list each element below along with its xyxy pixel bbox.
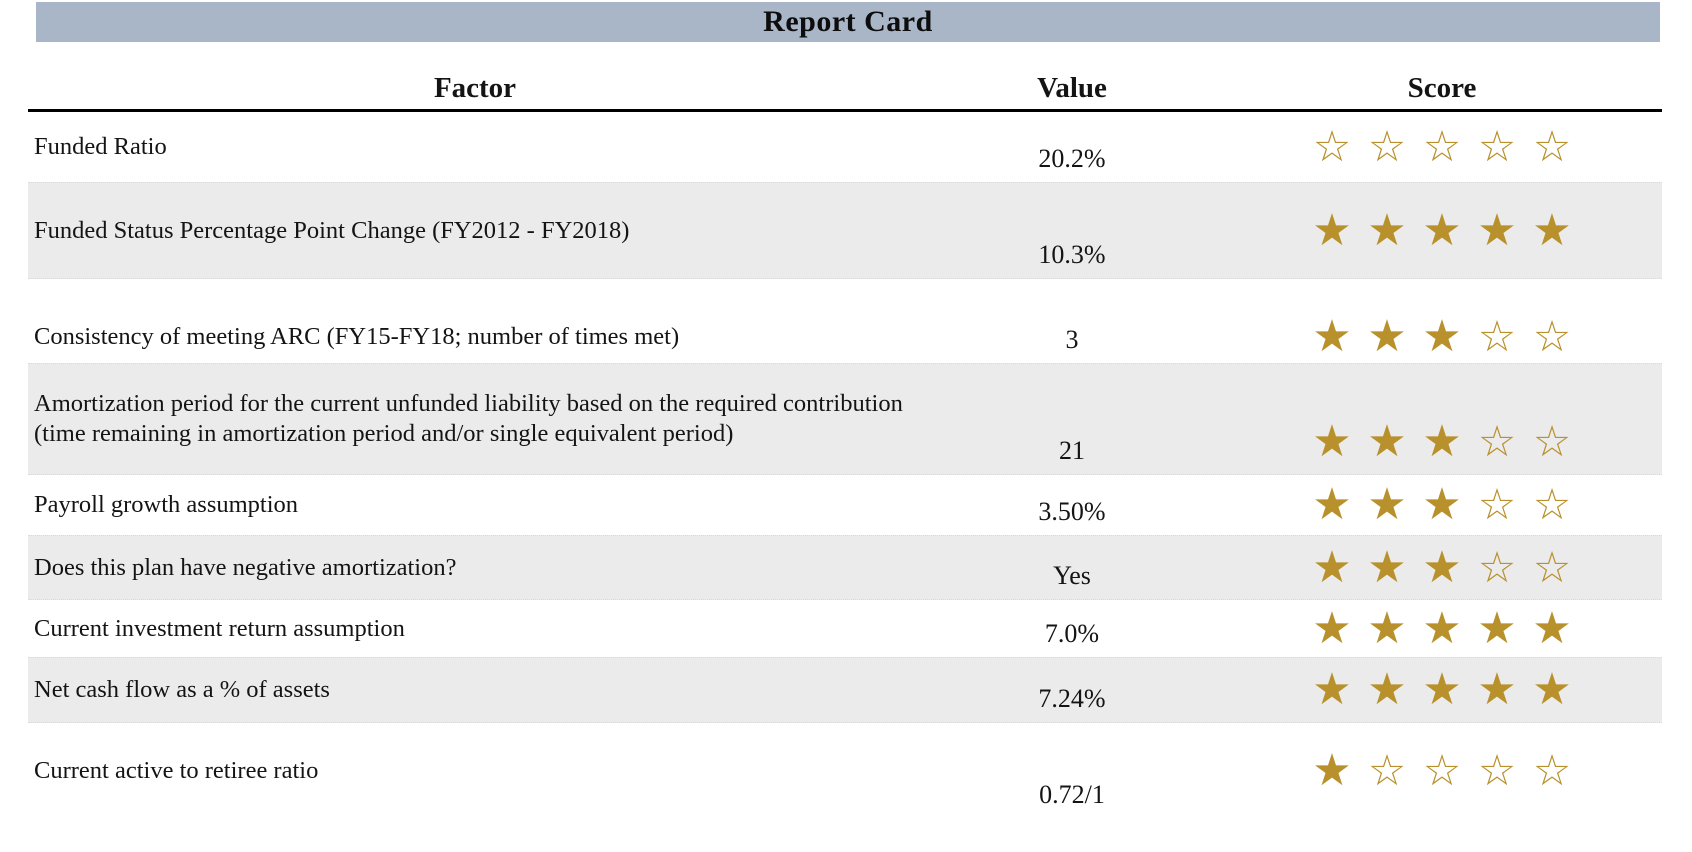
table-row: Current active to retiree ratio 0.72/1 ★… <box>28 723 1662 818</box>
star-filled-icon: ★ <box>1312 311 1352 362</box>
star-empty-icon: ☆ <box>1532 312 1572 362</box>
star-empty-icon: ☆ <box>1422 745 1462 796</box>
star-empty-icon: ☆ <box>1477 480 1517 530</box>
star-empty-icon: ☆ <box>1477 417 1517 467</box>
star-rating: ★ ★ ★ ☆ ☆ <box>1222 536 1662 599</box>
table-row: Net cash flow as a % of assets 7.24% ★ ★ ★… <box>28 657 1662 723</box>
star-filled-icon: ★ <box>1367 664 1407 715</box>
value-cell: 3 <box>1065 325 1079 354</box>
star-filled-icon: ★ <box>1367 602 1407 654</box>
value-cell: Yes <box>1053 561 1091 590</box>
star-filled-icon: ★ <box>1312 664 1352 715</box>
star-rating: ☆ ☆ ☆ ☆ ☆ <box>1222 112 1662 182</box>
value-cell: 3.50% <box>1038 497 1106 526</box>
factor-cell <box>28 279 922 311</box>
star-empty-icon: ☆ <box>1477 745 1517 796</box>
star-filled-icon: ★ <box>1422 664 1462 715</box>
factor-cell: Consistency of meeting ARC (FY15-FY18; n… <box>34 323 680 350</box>
star-filled-icon: ★ <box>1367 204 1407 256</box>
factor-cell: Funded Status Percentage Point Change (F… <box>34 216 630 244</box>
table-header-row: Factor Value Score <box>28 42 1662 112</box>
star-filled-icon: ★ <box>1532 204 1572 256</box>
star-empty-icon: ☆ <box>1532 480 1572 530</box>
star-filled-icon: ★ <box>1422 541 1462 593</box>
star-filled-icon: ★ <box>1477 664 1517 715</box>
star-empty-icon: ☆ <box>1532 122 1572 172</box>
factor-cell: Net cash flow as a % of assets <box>34 676 330 703</box>
column-header-value: Value <box>1037 72 1107 104</box>
table-body: Funded Ratio 20.2% ☆ ☆ ☆ ☆ ☆ Funded Status P… <box>28 112 1662 818</box>
star-filled-icon: ★ <box>1422 311 1462 362</box>
star-filled-icon: ★ <box>1477 602 1517 654</box>
table-row: Consistency of meeting ARC (FY15-FY18; n… <box>28 311 1662 363</box>
star-rating: ★ ★ ★ ☆ ☆ <box>1222 311 1662 363</box>
page-title: Report Card <box>763 5 933 38</box>
star-filled-icon: ★ <box>1532 664 1572 715</box>
factor-cell: Funded Ratio <box>34 133 167 160</box>
star-filled-icon: ★ <box>1367 541 1407 593</box>
star-filled-icon: ★ <box>1422 602 1462 654</box>
star-filled-icon: ★ <box>1422 479 1462 530</box>
star-filled-icon: ★ <box>1367 311 1407 362</box>
factor-cell: Current active to retiree ratio <box>34 756 319 784</box>
star-rating: ★ ★ ★ ☆ ☆ <box>1222 364 1662 474</box>
star-rating: ★ ★ ★ ★ ★ <box>1222 658 1662 722</box>
star-empty-icon: ☆ <box>1422 122 1462 172</box>
star-empty-icon: ☆ <box>1477 542 1517 593</box>
star-filled-icon: ★ <box>1312 479 1352 530</box>
table-spacer-row <box>28 279 1662 311</box>
title-banner: Report Card <box>36 2 1660 42</box>
star-filled-icon: ★ <box>1422 204 1462 256</box>
factor-cell: Payroll growth assumption <box>34 491 299 518</box>
star-rating: ★ ☆ ☆ ☆ ☆ <box>1222 723 1662 818</box>
column-header-score: Score <box>1407 72 1477 104</box>
star-empty-icon: ☆ <box>1532 417 1572 467</box>
star-filled-icon: ★ <box>1532 602 1572 654</box>
star-filled-icon: ★ <box>1312 602 1352 654</box>
star-filled-icon: ★ <box>1312 204 1352 256</box>
star-filled-icon: ★ <box>1422 416 1462 467</box>
table-row: Payroll growth assumption 3.50% ★ ★ ★ ☆ ☆ <box>28 475 1662 535</box>
value-cell: 7.24% <box>1038 684 1106 713</box>
star-filled-icon: ★ <box>1367 479 1407 530</box>
factor-cell: Does this plan have negative amortizatio… <box>34 553 457 581</box>
table-row: Amortization period for the current unfu… <box>28 363 1662 475</box>
value-cell: 7.0% <box>1044 619 1100 648</box>
star-empty-icon: ☆ <box>1532 542 1572 593</box>
report-card-table: Factor Value Score Funded Ratio 20.2% ☆ ☆… <box>0 42 1692 818</box>
table-row: Does this plan have negative amortizatio… <box>28 535 1662 600</box>
star-empty-icon: ☆ <box>1312 122 1352 172</box>
column-header-factor: Factor <box>433 72 517 104</box>
value-cell <box>922 279 1222 311</box>
star-empty-icon: ☆ <box>1532 745 1572 796</box>
star-rating: ★ ★ ★ ★ ★ <box>1222 600 1662 657</box>
table-row: Current investment return assumption 7.0… <box>28 600 1662 657</box>
star-rating <box>1222 279 1662 311</box>
value-cell: 0.72/1 <box>1039 780 1105 809</box>
star-filled-icon: ★ <box>1312 744 1352 796</box>
star-rating: ★ ★ ★ ★ ★ <box>1222 183 1662 278</box>
factor-cell: Amortization period for the current unfu… <box>34 390 903 447</box>
star-empty-icon: ☆ <box>1367 122 1407 172</box>
value-cell: 10.3% <box>1038 240 1106 269</box>
star-empty-icon: ☆ <box>1367 745 1407 796</box>
star-filled-icon: ★ <box>1477 204 1517 256</box>
star-filled-icon: ★ <box>1367 416 1407 467</box>
star-filled-icon: ★ <box>1312 541 1352 593</box>
value-cell: 20.2% <box>1038 144 1106 173</box>
factor-cell: Current investment return assumption <box>34 614 405 642</box>
value-cell: 21 <box>1059 436 1085 465</box>
star-empty-icon: ☆ <box>1477 122 1517 172</box>
star-filled-icon: ★ <box>1312 416 1352 467</box>
star-empty-icon: ☆ <box>1477 312 1517 362</box>
table-row: Funded Status Percentage Point Change (F… <box>28 182 1662 279</box>
table-row: Funded Ratio 20.2% ☆ ☆ ☆ ☆ ☆ <box>28 112 1662 182</box>
star-rating: ★ ★ ★ ☆ ☆ <box>1222 475 1662 535</box>
